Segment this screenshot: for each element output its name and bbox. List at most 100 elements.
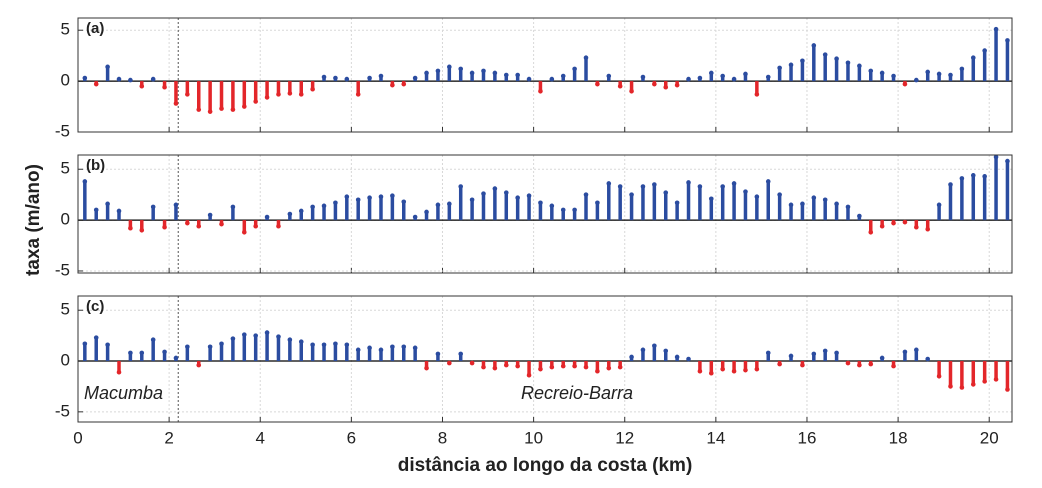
stem-marker [230, 107, 236, 112]
stem-marker [822, 197, 828, 203]
stem-marker [526, 76, 532, 82]
stem-marker [139, 350, 145, 356]
stem-marker [185, 220, 190, 226]
stem-marker [674, 200, 680, 206]
stem-marker [481, 191, 486, 196]
stem-marker [834, 350, 839, 356]
stem-marker [173, 355, 179, 361]
panel-label: (a) [86, 20, 104, 37]
stem-marker [105, 201, 110, 207]
stem-marker [538, 88, 543, 94]
stem-marker [207, 212, 213, 218]
stem-marker [162, 84, 167, 90]
stem-marker [253, 223, 258, 229]
stem-marker [777, 65, 782, 71]
stem-marker [276, 334, 281, 339]
y-tick-label: 0 [61, 71, 70, 90]
stem-marker [674, 82, 680, 88]
stem-marker [150, 337, 156, 342]
stem-marker [640, 74, 646, 80]
stem-marker [424, 70, 429, 76]
stem-marker [617, 184, 623, 189]
stem-marker [82, 341, 88, 347]
stem-marker [959, 176, 965, 181]
stem-marker [173, 202, 179, 208]
stem-marker [378, 194, 384, 200]
stem-marker [355, 347, 361, 353]
stem-marker [822, 52, 828, 57]
stem-marker [697, 368, 703, 374]
stem-marker [902, 219, 908, 225]
stem-marker [845, 204, 851, 210]
stem-marker [150, 204, 156, 210]
stem-marker [891, 363, 896, 369]
stem-marker [253, 333, 258, 338]
stem-marker [720, 366, 725, 372]
stem-marker [708, 70, 714, 76]
stem-marker [264, 95, 270, 100]
stem-marker [868, 230, 874, 235]
stem-marker [663, 348, 669, 354]
stem-marker [811, 43, 817, 48]
stem-marker [560, 363, 566, 369]
stem-marker [207, 109, 213, 114]
stem-marker [572, 66, 577, 72]
stem-marker [834, 56, 839, 62]
stem-marker [549, 203, 555, 209]
stem-marker [697, 184, 703, 189]
stem-marker [754, 194, 760, 200]
stem-marker [629, 88, 634, 94]
stem-marker [640, 347, 646, 353]
stem-marker [412, 345, 418, 351]
stem-marker [811, 195, 817, 201]
stem-marker [162, 349, 167, 355]
stem-marker [708, 196, 714, 202]
stem-marker [652, 343, 657, 349]
stem-marker [925, 356, 931, 362]
stem-marker [868, 361, 874, 367]
stem-marker [412, 214, 418, 220]
stem-marker [515, 195, 520, 201]
stem-marker [720, 73, 725, 79]
stem-marker [914, 347, 919, 353]
stem-marker [970, 55, 976, 60]
stem-marker [595, 368, 600, 374]
stem-marker [344, 342, 350, 348]
stem-marker [310, 342, 315, 348]
stem-marker [993, 154, 999, 160]
stem-marker [390, 193, 395, 198]
stem-marker [412, 75, 418, 81]
x-tick-label: 20 [980, 428, 999, 447]
stem-marker [800, 362, 805, 368]
stem-marker [560, 207, 566, 213]
stem-marker [629, 192, 634, 197]
y-tick-label: -5 [55, 260, 70, 279]
stem-marker [367, 75, 372, 81]
stem-marker [765, 179, 771, 184]
stem-marker [93, 335, 99, 340]
stem-marker [344, 76, 350, 82]
stem-marker [879, 223, 885, 229]
stem-marker [367, 195, 372, 201]
y-tick-label: 5 [61, 159, 70, 178]
stem-marker [663, 84, 669, 90]
stem-marker [150, 76, 156, 82]
stem-marker [606, 73, 612, 79]
y-tick-label: -5 [55, 401, 70, 420]
stem-marker [298, 339, 304, 345]
stem-marker [572, 207, 577, 213]
stem-marker [1005, 38, 1010, 43]
stem-marker [447, 64, 452, 70]
stem-marker [549, 76, 555, 82]
stem-marker [207, 344, 213, 350]
stem-marker [891, 220, 896, 226]
stem-marker [993, 26, 999, 32]
stem-marker [219, 341, 224, 347]
stem-marker [310, 204, 315, 210]
stem-marker [515, 363, 520, 369]
stem-marker [800, 201, 805, 207]
stem-marker [241, 230, 247, 235]
stem-marker [469, 70, 475, 76]
stem-marker [549, 364, 555, 370]
